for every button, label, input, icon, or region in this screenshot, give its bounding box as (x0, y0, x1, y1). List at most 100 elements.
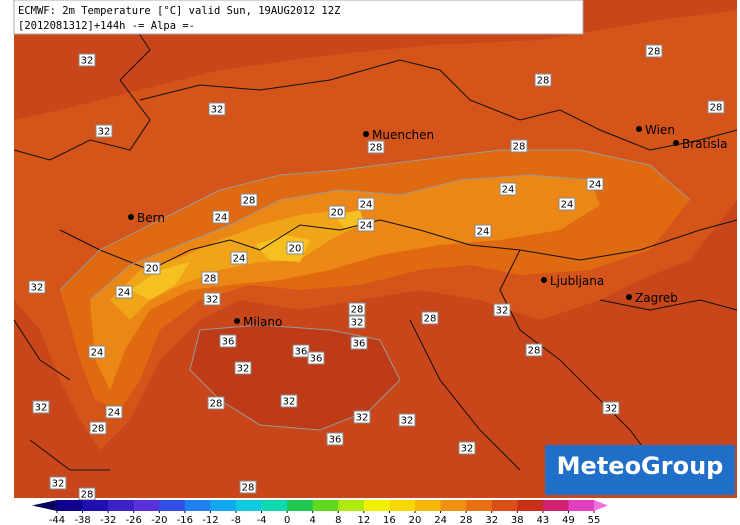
city-label: Ljubljana (550, 274, 604, 288)
legend-tick-label: 12 (357, 515, 370, 525)
contour-label: 32 (237, 364, 250, 375)
contour-label-box (219, 334, 237, 348)
contour-label-box (49, 476, 67, 490)
contour-label: 24 (215, 213, 228, 224)
legend-tick-label: -38 (74, 515, 90, 525)
contour-label: 20 (146, 264, 159, 275)
contour-label-box (326, 432, 344, 446)
legend-tick-label: 4 (310, 515, 316, 525)
contour-label-box (208, 102, 226, 116)
legend-swatch (568, 500, 595, 511)
contour-label: 32 (211, 105, 224, 116)
legend-swatch (236, 500, 263, 511)
legend-tick-label: -12 (202, 515, 218, 525)
legend-swatch (108, 500, 135, 511)
title: ECMWF: 2m Temperature [°C] valid Sun, 19… (18, 5, 340, 17)
contour-label-box (88, 345, 106, 359)
legend-tick-label: 28 (460, 515, 473, 525)
legend-low-arrow (32, 500, 57, 511)
contour-label-box (357, 197, 375, 211)
contour-label-box (105, 405, 123, 419)
contour-label-box (421, 311, 439, 325)
legend-tick-label: -20 (151, 515, 167, 525)
contour-label-box (353, 410, 371, 424)
legend-tick-label: -32 (100, 515, 116, 525)
contour-label: 36 (295, 347, 308, 358)
city-label: Wien (645, 123, 675, 137)
city-dot (541, 277, 547, 283)
contour-label: 36 (310, 354, 323, 365)
legend-tick-label: 16 (383, 515, 396, 525)
contour-label-box (499, 182, 517, 196)
coldest-zone (130, 210, 365, 300)
contour-label-box (328, 205, 346, 219)
contour-label-box (707, 100, 725, 114)
contour-label: 32 (35, 403, 48, 414)
title-box (13, 0, 584, 35)
legend-swatch (517, 500, 544, 511)
legend-tick-label: -16 (177, 515, 193, 525)
contour-label: 24 (561, 200, 574, 211)
contour-label: 28 (424, 314, 437, 325)
contour-label-box (510, 139, 528, 153)
contour-label-box (558, 197, 576, 211)
legend-swatch (159, 500, 186, 511)
contour-label: 28 (370, 143, 383, 154)
contour-label: 32 (356, 413, 369, 424)
contour-label: 32 (31, 283, 44, 294)
contour-label-box (115, 285, 133, 299)
legend-tick-label: 20 (409, 515, 422, 525)
contour-label: 24 (233, 254, 246, 265)
cool-zone (90, 175, 600, 390)
contour-label-box (398, 413, 416, 427)
contour-label: 24 (91, 348, 104, 359)
contour-label-box (586, 177, 604, 191)
contour-label: 28 (528, 346, 541, 357)
legend-swatch (466, 500, 493, 511)
contour-label-box (280, 394, 298, 408)
contour-label: 20 (289, 244, 302, 255)
legend-tick-label: 49 (562, 515, 575, 525)
legend-swatch (389, 500, 416, 511)
contour-label: 24 (589, 180, 602, 191)
contour-label-box (89, 421, 107, 435)
legend-tick-label: -4 (257, 515, 267, 525)
contour-label-box (78, 53, 96, 67)
legend-tick-label: 24 (434, 515, 447, 525)
contour-label: 28 (210, 399, 223, 410)
legend-swatch (440, 500, 467, 511)
contour-label-box (32, 400, 50, 414)
legend-tick-label: 8 (335, 515, 341, 525)
contour-label: 32 (401, 416, 414, 427)
legend-swatch (338, 500, 365, 511)
city-dot (128, 214, 134, 220)
logo-box (545, 445, 735, 495)
legend-swatch (491, 500, 518, 511)
contour-label: 28 (242, 483, 255, 494)
contour-label: 24 (360, 221, 373, 232)
contour-label: 32 (496, 306, 509, 317)
contour-label: 28 (243, 196, 256, 207)
contour-label: 28 (537, 76, 550, 87)
contour-label-box (239, 480, 257, 494)
contour-label: 36 (329, 435, 342, 446)
contour-label: 24 (502, 185, 515, 196)
contour-label: 24 (118, 288, 131, 299)
contour-label: 32 (52, 479, 65, 490)
city-label: Bern (137, 211, 165, 225)
legend-tick-label: -8 (231, 515, 241, 525)
legend-swatch (133, 500, 160, 511)
contour-label: 28 (351, 305, 364, 316)
contour-label-box (230, 251, 248, 265)
contour-label-box (212, 210, 230, 224)
contour-label: 36 (353, 339, 366, 350)
logo: MeteoGroup (557, 452, 724, 480)
contour-label-box (95, 124, 113, 138)
cooler-zone (110, 210, 370, 320)
legend-swatch (82, 500, 109, 511)
contour-label-box (493, 303, 511, 317)
legend-swatch (312, 500, 339, 511)
contour-label: 28 (204, 274, 217, 285)
contour-label-box (234, 361, 252, 375)
contour-label: 32 (206, 295, 219, 306)
